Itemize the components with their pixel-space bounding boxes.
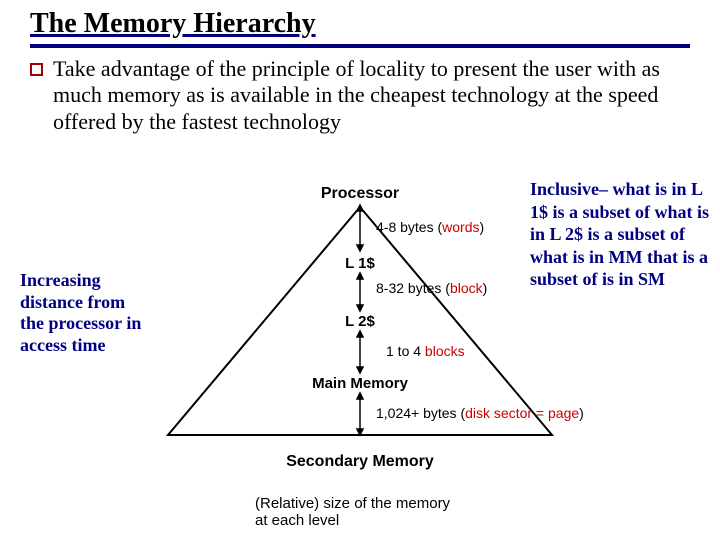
level-processor: Processor	[321, 185, 399, 203]
level-l1: L 1$	[345, 255, 375, 272]
transfer-3: 1,024+ bytes (disk sector = page)	[376, 405, 584, 421]
body-text: Take advantage of the principle of local…	[53, 56, 700, 135]
level-sm: Secondary Memory	[286, 453, 434, 471]
bullet-icon	[30, 63, 43, 76]
left-note: Increasing distance from the processor i…	[20, 270, 150, 356]
transfer-2: 1 to 4 blocks	[386, 343, 465, 359]
transfer-0: 4-8 bytes (words)	[376, 219, 484, 235]
hierarchy-diagram: Processor L 1$ L 2$ Main Memory Secondar…	[150, 185, 570, 505]
diagram-caption: (Relative) size of the memory at each le…	[255, 495, 465, 529]
level-l2: L 2$	[345, 313, 375, 330]
transfer-1: 8-32 bytes (block)	[376, 280, 487, 296]
bullet-row: Take advantage of the principle of local…	[30, 56, 700, 135]
page-title: The Memory Hierarchy	[30, 8, 690, 40]
level-mm: Main Memory	[312, 375, 408, 392]
